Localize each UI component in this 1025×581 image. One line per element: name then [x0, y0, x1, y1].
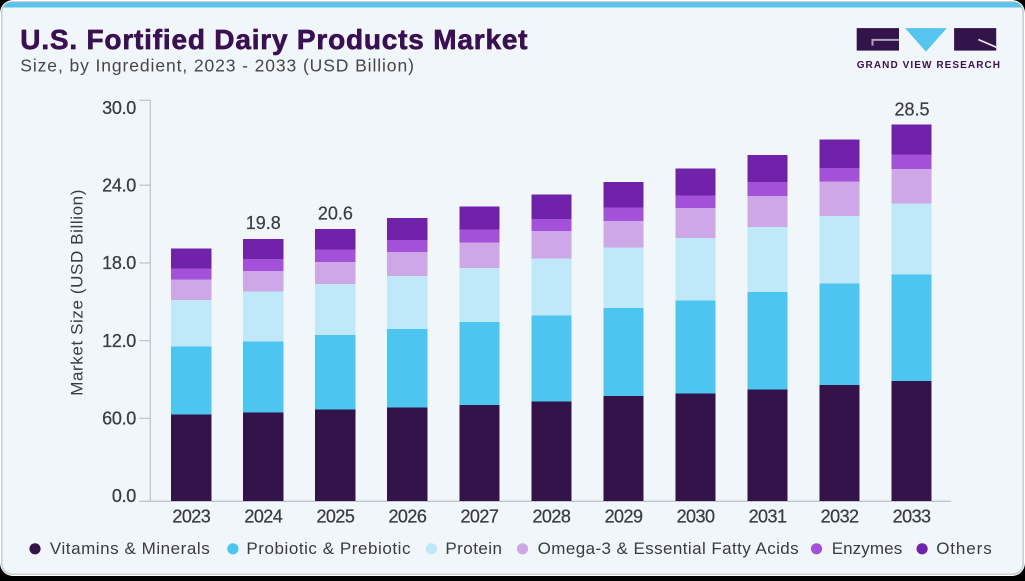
- svg-text:2032: 2032: [821, 507, 859, 527]
- svg-text:18.0: 18.0: [102, 253, 136, 273]
- svg-text:20.6: 20.6: [318, 204, 353, 224]
- svg-text:Market Size (USD Billion): Market Size (USD Billion): [68, 189, 87, 396]
- svg-text:2025: 2025: [316, 507, 354, 527]
- svg-text:2033: 2033: [893, 507, 931, 527]
- svg-text:Others: Others: [936, 539, 992, 558]
- svg-text:30.0: 30.0: [102, 98, 136, 118]
- svg-text:Omega-3 & Essential Fatty Acid: Omega-3 & Essential Fatty Acids: [538, 539, 800, 558]
- svg-text:2031: 2031: [749, 507, 787, 527]
- svg-text:2027: 2027: [460, 507, 498, 527]
- svg-text:28.5: 28.5: [894, 99, 929, 119]
- svg-text:Vitamins & Minerals: Vitamins & Minerals: [50, 539, 210, 558]
- svg-text:Size, by Ingredient, 2023 - 20: Size, by Ingredient, 2023 - 2033 (USD Bi…: [20, 55, 415, 75]
- svg-text:Protein: Protein: [445, 539, 502, 558]
- svg-text:12.0: 12.0: [102, 331, 136, 351]
- svg-text:2024: 2024: [244, 507, 282, 527]
- svg-text:24.0: 24.0: [102, 176, 136, 196]
- svg-text:0.0: 0.0: [112, 486, 136, 506]
- svg-text:GRAND VIEW RESEARCH: GRAND VIEW RESEARCH: [857, 60, 1001, 71]
- svg-text:Probiotic & Prebiotic: Probiotic & Prebiotic: [246, 539, 411, 558]
- svg-text:Enzymes: Enzymes: [832, 539, 903, 558]
- svg-text:2029: 2029: [605, 507, 643, 527]
- svg-text:2026: 2026: [388, 507, 426, 527]
- svg-text:2030: 2030: [677, 507, 715, 527]
- svg-text:2028: 2028: [532, 507, 570, 527]
- svg-text:60.0: 60.0: [102, 408, 136, 428]
- svg-text:U.S. Fortified Dairy Products: U.S. Fortified Dairy Products Market: [20, 24, 528, 55]
- svg-text:2023: 2023: [172, 507, 210, 527]
- svg-text:19.8: 19.8: [246, 213, 281, 233]
